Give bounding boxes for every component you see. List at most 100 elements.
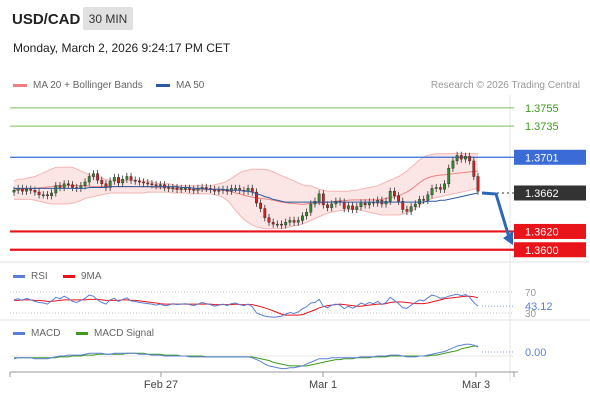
- candle-body: [92, 173, 95, 177]
- candle-body: [301, 215, 304, 221]
- candle-body: [183, 188, 187, 190]
- candle-body: [413, 203, 417, 207]
- candle-body: [150, 183, 154, 186]
- candle-body: [33, 190, 37, 193]
- level-tag-1.3662: [514, 185, 586, 201]
- candle-body: [459, 155, 463, 160]
- candle-body: [100, 179, 104, 185]
- candle-body: [154, 184, 158, 186]
- candle-body: [259, 202, 263, 209]
- x-tick-label: Feb 27: [144, 379, 178, 391]
- candle-body: [472, 160, 476, 177]
- candle-body: [175, 187, 179, 190]
- candle-body: [121, 179, 125, 184]
- candle-body: [267, 217, 271, 223]
- level-label-1.3755: 1.3755: [525, 103, 559, 115]
- candle-body: [29, 189, 33, 191]
- macd-panel: 0.00: [10, 343, 546, 370]
- x-tick-label: Mar 1: [309, 379, 337, 391]
- x-axis: Feb 27 Mar 1 Mar 3: [9, 372, 515, 391]
- candle-body: [430, 188, 434, 196]
- candle-body: [271, 222, 275, 225]
- forecast-arrow-line: [481, 191, 511, 238]
- candle-body: [146, 182, 150, 185]
- candle-body: [280, 223, 283, 226]
- candle-body: [388, 190, 392, 202]
- candle-body: [46, 194, 49, 197]
- candle-body: [171, 187, 175, 189]
- candle-body: [234, 188, 237, 190]
- candle-body: [50, 192, 54, 196]
- candle-body: [447, 168, 451, 185]
- macd-value-label: 0.00: [525, 347, 546, 359]
- candle-body: [117, 177, 120, 184]
- legend-rsi: RSI: [13, 271, 48, 282]
- candle-body: [309, 203, 313, 213]
- level-label-1.3620: 1.3620: [525, 226, 559, 238]
- candle-body: [355, 206, 359, 210]
- candle-body: [275, 223, 279, 226]
- legend-macd-signal: MACD Signal: [76, 328, 154, 339]
- candle-body: [363, 202, 367, 206]
- bollinger-lower-line: [14, 187, 479, 230]
- candle-body: [25, 189, 28, 192]
- macd-line: [13, 343, 479, 370]
- candle-body: [58, 185, 62, 188]
- ma50-swatch: [156, 84, 170, 87]
- rsi-line: [13, 293, 479, 318]
- candle-body: [37, 191, 41, 196]
- candle-body: [192, 189, 196, 191]
- legend-ma50-label: MA 50: [176, 80, 205, 91]
- rsi-swatch: [13, 275, 25, 278]
- legend-ma50: MA 50: [156, 80, 204, 91]
- candle-body: [392, 190, 396, 196]
- copyright-text: Research © 2026 Trading Central: [430, 80, 580, 91]
- candle-body: [342, 201, 346, 209]
- forecast-arrow-head: [503, 231, 513, 246]
- candle-body: [351, 205, 354, 210]
- candle-body: [292, 220, 296, 223]
- candle-body: [317, 193, 321, 202]
- candle-body: [468, 156, 472, 162]
- candle-body: [138, 180, 141, 183]
- macd-signal-swatch: [76, 332, 88, 335]
- candle-body: [464, 156, 467, 160]
- candle-body: [255, 191, 258, 204]
- candle-body: [179, 188, 183, 190]
- candle-body: [96, 173, 100, 181]
- candle-body: [66, 183, 70, 186]
- candle-body: [108, 180, 112, 188]
- level-label-1.3600: 1.3600: [525, 245, 559, 257]
- timeframe-badge[interactable]: 30 MIN: [83, 7, 133, 30]
- legend-bollinger-label: MA 20 + Bollinger Bands: [33, 80, 143, 91]
- candle-body: [142, 181, 145, 184]
- legend-rsi-9ma: 9MA: [63, 271, 102, 282]
- candle-body: [409, 206, 413, 212]
- legend-macd: MACD: [13, 328, 60, 339]
- candle-body: [87, 176, 91, 183]
- bollinger-swatch: [13, 84, 27, 87]
- candle-body: [296, 220, 300, 223]
- candle-body: [112, 177, 116, 182]
- rsi-9ma-swatch: [63, 275, 75, 278]
- level-label-1.3735: 1.3735: [525, 121, 559, 133]
- candle-body: [284, 222, 288, 226]
- candle-body: [71, 184, 74, 188]
- candle-body: [167, 187, 171, 189]
- datetime-label: Monday, March 2, 2026 9:24:17 PM CET: [13, 41, 231, 55]
- rsi-value-label: 43.12: [525, 301, 553, 313]
- candle-body: [321, 193, 325, 206]
- candle-body: [288, 220, 292, 223]
- candle-body: [426, 194, 430, 201]
- candle-body: [204, 187, 208, 189]
- candle-body: [443, 183, 446, 190]
- rsi-level-label-30: 30: [525, 309, 537, 320]
- candle-body: [397, 195, 400, 202]
- symbol-title: USD/CAD: [12, 11, 81, 28]
- level-label-1.3662: 1.3662: [525, 188, 559, 200]
- candle-body: [455, 155, 459, 162]
- level-label-1.3701: 1.3701: [525, 152, 559, 164]
- candle-body: [476, 176, 480, 192]
